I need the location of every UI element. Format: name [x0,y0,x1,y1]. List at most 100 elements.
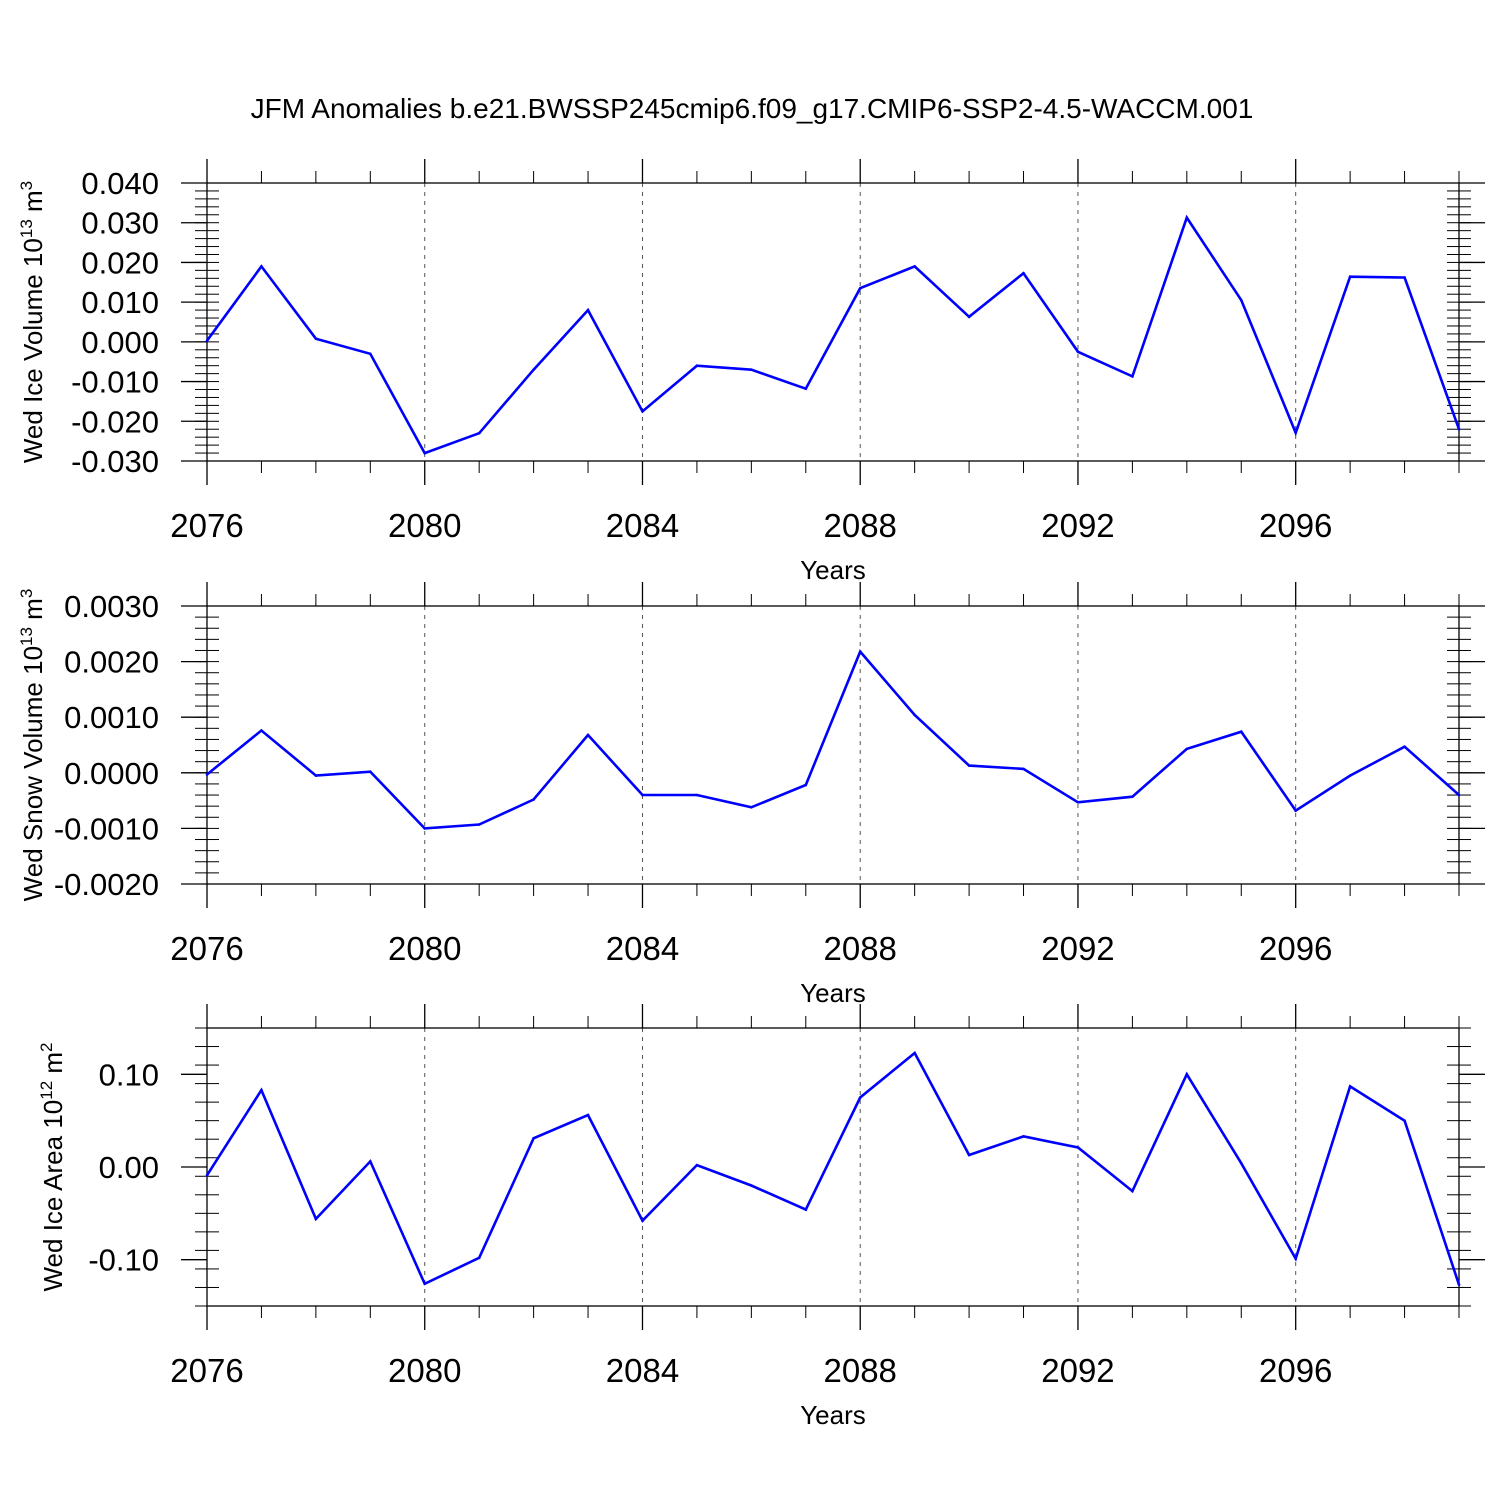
x-tick-label: 2088 [824,1352,897,1389]
data-point [369,1160,372,1163]
x-tick-label: 2096 [1259,507,1332,544]
x-tick-label: 2076 [170,930,243,967]
x-tick-label: 2080 [388,1352,461,1389]
data-point [804,387,808,391]
data-point [1294,809,1297,812]
x-tick-label: 2084 [606,1352,679,1389]
data-point [260,1088,263,1092]
data-point [1076,350,1080,354]
x-tick-label: 2096 [1259,1352,1332,1389]
y-tick-label: 0.000 [81,325,159,360]
y-tick-label: -0.0020 [54,867,159,902]
x-tick-label: 2076 [170,1352,243,1389]
x-axis-label: Years [800,555,866,585]
y-axis-label-main: Wed Snow Volume 10 [18,646,48,901]
data-point [205,339,209,342]
data-point [260,729,263,732]
x-axis-label: Years [800,1400,866,1430]
data-point [1294,431,1297,435]
x-tick-label: 2092 [1041,507,1114,544]
y-tick-label: -0.0010 [54,811,159,846]
data-point [967,764,971,767]
y-axis-label-unit: m [18,598,48,627]
data-point [423,827,427,830]
data-series-line [205,1050,1461,1286]
data-point [1403,745,1406,748]
y-tick-label: 0.040 [81,166,159,201]
data-point [913,713,916,717]
y-axis-label-exponent: 13 [17,627,36,646]
data-point [750,1184,753,1187]
data-point [314,774,318,777]
data-point [913,1051,916,1055]
data-point [586,308,590,312]
data-point [1022,271,1025,275]
data-point [858,1096,862,1099]
data-point [1457,1283,1461,1286]
data-point [1022,1135,1025,1138]
data-point [369,352,372,356]
data-point [1403,1119,1406,1122]
x-axis-label: Years [800,978,866,1008]
data-point [750,805,753,809]
data-point [1131,1189,1134,1193]
y-axis-label-unit-exponent: 3 [17,181,36,190]
x-tick-label: 2080 [388,507,461,544]
y-tick-label: 0.00 [99,1150,159,1185]
data-series-line [206,649,1460,830]
x-tick-label: 2076 [170,507,243,544]
panels-group: 2076 2080 2084 2088 2092 2096 -0.030 -0.020 -0.0… [17,159,1485,1430]
data-point [1185,216,1189,219]
data-point [260,265,263,268]
data-point [1131,795,1134,799]
data-point [205,773,209,776]
data-point [205,1174,209,1177]
data-point [695,793,699,797]
plot-frame [206,605,1460,885]
data-point [858,650,862,653]
data-point [477,823,481,826]
y-axis-label: Wed Ice Area 1012 m2 [37,1042,68,1291]
data-point [641,793,644,797]
data-point [1239,298,1243,302]
x-tick-label: 2084 [606,507,679,544]
data-point [641,1219,644,1223]
data-point [1294,1257,1297,1261]
x-tick-label: 2092 [1041,930,1114,967]
chart-panel-2: 2076 2080 2084 2088 2092 2096 -0.0020 -0.0010 0.… [17,582,1485,1008]
x-tick-label: 2084 [606,930,679,967]
data-point [913,265,916,268]
data-point [369,770,372,773]
data-point [1457,793,1461,797]
data-point [532,368,535,371]
y-tick-label: 0.020 [81,245,159,280]
data-point [477,431,481,435]
y-tick-label: 0.0000 [64,756,159,791]
y-tick-label: -0.030 [71,444,159,479]
data-point [1348,275,1352,279]
y-axis-label-exponent: 13 [17,219,36,238]
data-point [804,783,808,787]
figure-title: JFM Anomalies b.e21.BWSSP245cmip6.f09_g1… [251,93,1254,124]
data-point [967,1153,971,1157]
y-axis-label-unit: m [18,190,48,219]
x-tick-label: 2080 [388,930,461,967]
data-point [586,733,590,737]
data-point [477,1256,481,1260]
plot-frame [206,182,1460,462]
y-tick-label: 0.0020 [64,645,159,680]
y-tick-label: 0.010 [81,285,159,320]
data-point [695,1163,699,1167]
data-point [750,368,753,371]
data-point [695,364,699,367]
data-point [586,1113,590,1117]
data-point [1022,767,1025,771]
data-point [804,1208,808,1211]
data-point [1131,375,1134,378]
y-axis-label: Wed Snow Volume 1013 m3 [17,589,48,902]
data-point [858,286,862,290]
y-tick-label: -0.020 [71,404,159,439]
data-point [1403,276,1406,279]
